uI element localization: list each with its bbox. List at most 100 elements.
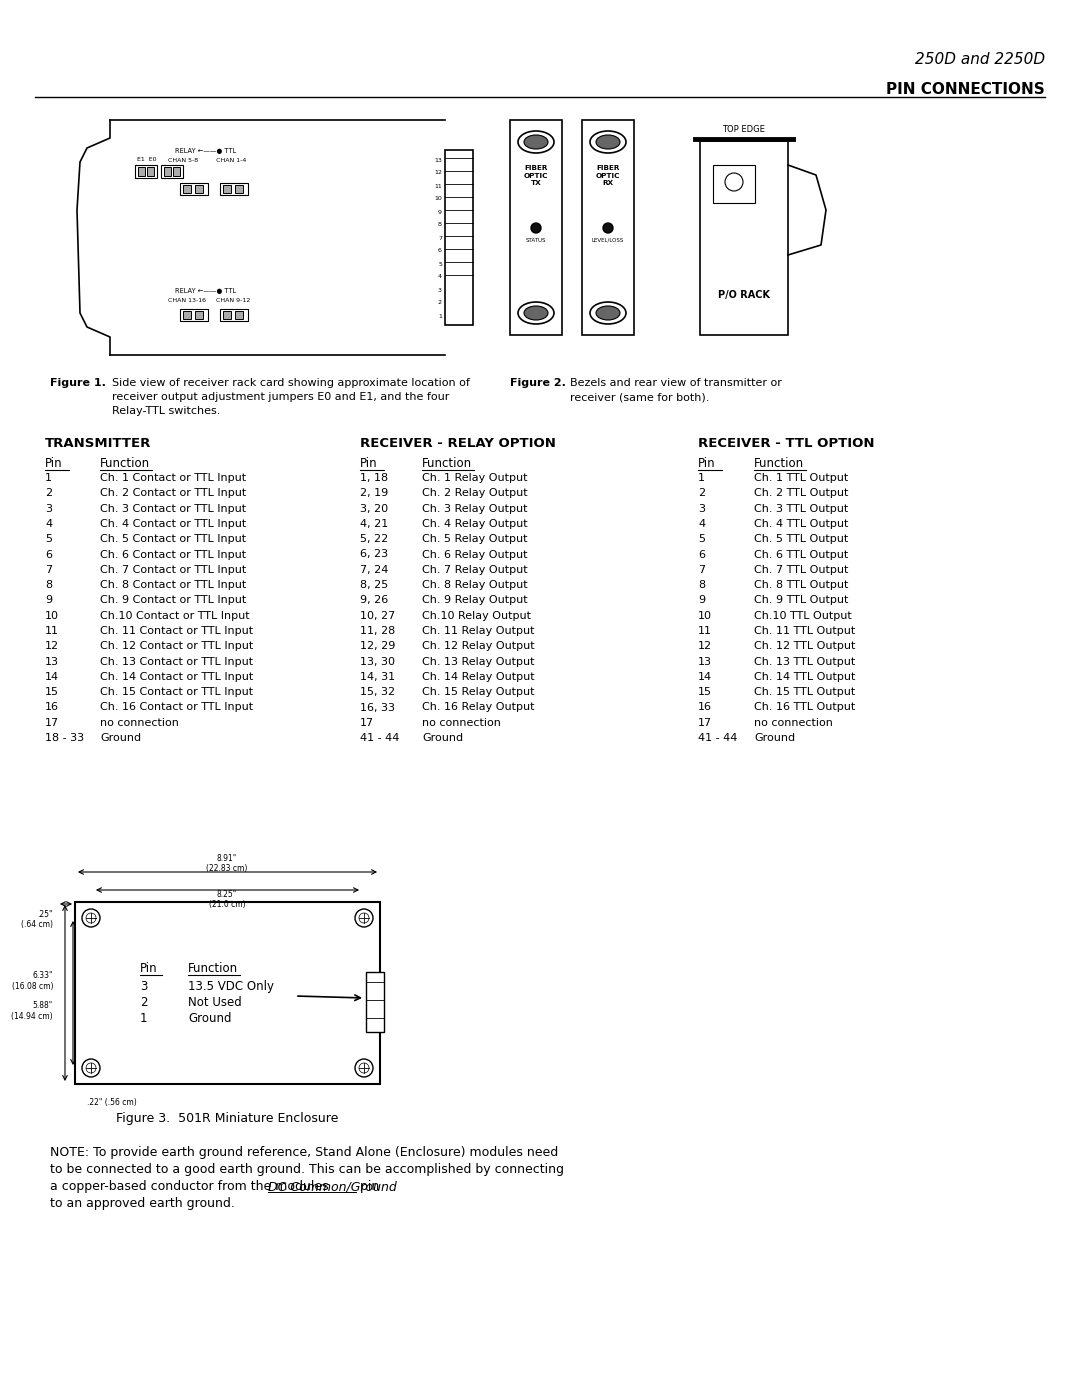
Text: DC Common/Ground: DC Common/Ground [268, 1180, 396, 1193]
Text: 2: 2 [438, 300, 442, 306]
Text: Ch. 9 Contact or TTL Input: Ch. 9 Contact or TTL Input [100, 595, 246, 605]
Text: 6: 6 [698, 549, 705, 560]
Text: 10, 27: 10, 27 [360, 610, 395, 620]
Circle shape [82, 909, 100, 928]
Text: Function: Function [422, 457, 472, 469]
Text: 1: 1 [45, 474, 52, 483]
Text: Ch. 15 Relay Output: Ch. 15 Relay Output [422, 687, 535, 697]
Text: FIBER
OPTIC
RX: FIBER OPTIC RX [596, 165, 620, 186]
Text: Ch. 12 Contact or TTL Input: Ch. 12 Contact or TTL Input [100, 641, 253, 651]
Text: Pin: Pin [698, 457, 716, 469]
Text: Ch. 1 Contact or TTL Input: Ch. 1 Contact or TTL Input [100, 474, 246, 483]
Text: 8, 25: 8, 25 [360, 580, 388, 590]
Text: RELAY ←——● TTL: RELAY ←——● TTL [175, 148, 237, 154]
Text: Ch. 14 Relay Output: Ch. 14 Relay Output [422, 672, 535, 682]
Ellipse shape [518, 302, 554, 324]
Text: Ch. 9 TTL Output: Ch. 9 TTL Output [754, 595, 849, 605]
Text: 14: 14 [698, 672, 712, 682]
Text: LEVEL/LOSS: LEVEL/LOSS [592, 237, 624, 243]
Text: Ground: Ground [100, 733, 141, 743]
Ellipse shape [524, 306, 548, 320]
Text: 1: 1 [698, 474, 705, 483]
Text: 5: 5 [45, 534, 52, 545]
Text: Figure 2.: Figure 2. [510, 379, 566, 388]
Text: RECEIVER - RELAY OPTION: RECEIVER - RELAY OPTION [360, 437, 556, 450]
Text: Relay-TTL switches.: Relay-TTL switches. [112, 407, 220, 416]
Text: no connection: no connection [422, 718, 501, 728]
Text: 6, 23: 6, 23 [360, 549, 388, 560]
Text: 3: 3 [438, 288, 442, 292]
Bar [173, 168, 180, 176]
Text: 250D and 2250D: 250D and 2250D [915, 52, 1045, 67]
Text: 5.88"
(14.94 cm): 5.88" (14.94 cm) [12, 1002, 53, 1021]
Text: Ground: Ground [422, 733, 463, 743]
Bar [180, 309, 208, 321]
Text: 14, 31: 14, 31 [360, 672, 395, 682]
Text: NOTE: To provide earth ground reference, Stand Alone (Enclosure) modules need: NOTE: To provide earth ground reference,… [50, 1146, 558, 1160]
Text: TOP EDGE: TOP EDGE [721, 124, 765, 134]
Text: 8.25"
(21.0 cm): 8.25" (21.0 cm) [208, 890, 245, 909]
Text: 7: 7 [45, 564, 52, 574]
Text: 10: 10 [434, 197, 442, 201]
Text: 3, 20: 3, 20 [360, 503, 388, 514]
Text: Ch. 7 TTL Output: Ch. 7 TTL Output [754, 564, 849, 574]
Bar [180, 183, 208, 196]
Text: Pin: Pin [360, 457, 378, 469]
Text: Ch. 2 Contact or TTL Input: Ch. 2 Contact or TTL Input [100, 489, 246, 499]
Text: 5, 22: 5, 22 [360, 534, 388, 545]
Text: 3: 3 [140, 981, 147, 993]
Bar [220, 309, 248, 321]
Text: Ch. 4 Relay Output: Ch. 4 Relay Output [422, 518, 528, 529]
Text: 4: 4 [438, 274, 442, 279]
Text: 18 - 33: 18 - 33 [45, 733, 84, 743]
Text: 13: 13 [45, 657, 59, 666]
Text: Ch. 9 Relay Output: Ch. 9 Relay Output [422, 595, 528, 605]
Ellipse shape [596, 306, 620, 320]
Bar [135, 165, 157, 177]
Text: no connection: no connection [754, 718, 833, 728]
Text: 16: 16 [698, 703, 712, 712]
Ellipse shape [590, 302, 626, 324]
Bar [445, 149, 473, 326]
Text: Ch. 8 TTL Output: Ch. 8 TTL Output [754, 580, 849, 590]
Bar [220, 183, 248, 196]
Text: 17: 17 [45, 718, 59, 728]
Text: to an approved earth ground.: to an approved earth ground. [50, 1197, 234, 1210]
Text: 13: 13 [698, 657, 712, 666]
Text: Ch. 4 TTL Output: Ch. 4 TTL Output [754, 518, 849, 529]
Circle shape [355, 909, 373, 928]
Bar [183, 184, 191, 193]
Ellipse shape [518, 131, 554, 154]
Ellipse shape [603, 224, 613, 233]
Bar [510, 120, 562, 335]
Text: Ch. 13 TTL Output: Ch. 13 TTL Output [754, 657, 855, 666]
Text: Ch. 3 TTL Output: Ch. 3 TTL Output [754, 503, 848, 514]
Text: 16, 33: 16, 33 [360, 703, 395, 712]
Text: 12: 12 [434, 170, 442, 176]
Circle shape [359, 1063, 369, 1073]
Text: 10: 10 [45, 610, 59, 620]
Text: Ground: Ground [188, 1011, 231, 1025]
Text: 1, 18: 1, 18 [360, 474, 388, 483]
Text: Function: Function [100, 457, 150, 469]
Text: 9: 9 [438, 210, 442, 215]
Text: 6: 6 [45, 549, 52, 560]
Text: 41 - 44: 41 - 44 [698, 733, 738, 743]
Text: pin: pin [355, 1180, 379, 1193]
Text: 15: 15 [45, 687, 59, 697]
Text: 6.33"
(16.08 cm): 6.33" (16.08 cm) [12, 971, 53, 990]
Bar [147, 168, 154, 176]
Text: 7: 7 [698, 564, 705, 574]
Bar [222, 184, 231, 193]
Text: a copper-based conductor from the modules: a copper-based conductor from the module… [50, 1180, 333, 1193]
Text: 11: 11 [45, 626, 59, 636]
Text: Ch. 11 Relay Output: Ch. 11 Relay Output [422, 626, 535, 636]
Text: Ch. 5 TTL Output: Ch. 5 TTL Output [754, 534, 848, 545]
Text: RELAY ←——● TTL: RELAY ←——● TTL [175, 288, 237, 293]
Text: Ch. 11 Contact or TTL Input: Ch. 11 Contact or TTL Input [100, 626, 253, 636]
Text: 1: 1 [140, 1011, 148, 1025]
Text: 7: 7 [438, 236, 442, 240]
Text: Ch. 8 Contact or TTL Input: Ch. 8 Contact or TTL Input [100, 580, 246, 590]
Text: Ch. 4 Contact or TTL Input: Ch. 4 Contact or TTL Input [100, 518, 246, 529]
Text: 2, 19: 2, 19 [360, 489, 388, 499]
